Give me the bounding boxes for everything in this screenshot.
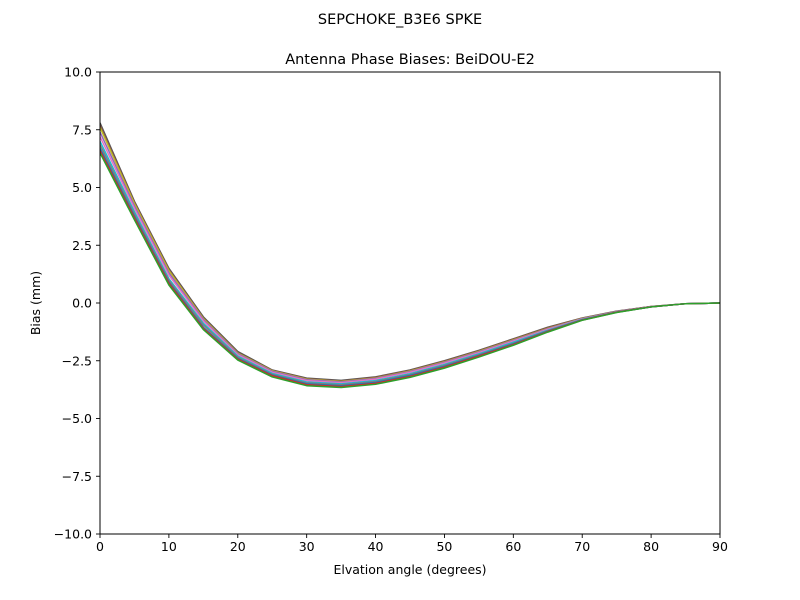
y-tick-label: 10.0 [64, 65, 92, 80]
x-tick-label: 30 [299, 539, 315, 554]
x-tick-label: 10 [161, 539, 177, 554]
chart-title: Antenna Phase Biases: BeiDOU-E2 [285, 52, 535, 68]
series-lines [100, 122, 720, 389]
x-tick-label: 80 [643, 539, 659, 554]
plot-area: 0 10 20 30 40 50 60 70 80 90 −10.0 −7.5 −5.0 −2.5 0.0… [54, 65, 728, 555]
series-line-7 [100, 144, 720, 386]
series-line-8 [100, 147, 720, 387]
x-tick-label: 60 [505, 539, 521, 554]
y-tick-label: 7.5 [72, 122, 92, 137]
x-tick-label: 90 [712, 539, 728, 554]
y-tick-label: 5.0 [72, 180, 92, 195]
x-tick-label: 20 [230, 539, 246, 554]
y-tick-label: −10.0 [54, 527, 92, 542]
x-axis-label: Elvation angle (degrees) [333, 562, 486, 577]
series-line-9 [100, 150, 720, 388]
y-tick-label: 2.5 [72, 238, 92, 253]
series-line-3 [100, 127, 720, 383]
x-tick-label: 40 [368, 539, 384, 554]
x-axis-ticks: 0 10 20 30 40 50 60 70 80 90 [96, 534, 728, 554]
y-axis-label: Bias (mm) [28, 271, 43, 335]
x-tick-label: 70 [574, 539, 590, 554]
y-tick-label: −2.5 [62, 353, 92, 368]
y-axis-ticks: −10.0 −7.5 −5.0 −2.5 0.0 2.5 5.0 7.5 10.0 [54, 65, 100, 542]
series-line-1 [100, 122, 720, 382]
x-tick-label: 0 [96, 539, 104, 554]
y-tick-label: −5.0 [62, 411, 92, 426]
y-tick-label: −7.5 [62, 469, 92, 484]
series-line-2 [100, 124, 720, 382]
series-line-5 [100, 136, 720, 384]
y-tick-label: 0.0 [72, 296, 92, 311]
series-line-4 [100, 131, 720, 383]
series-line-6 [100, 140, 720, 385]
x-tick-label: 50 [436, 539, 452, 554]
series-line-10 [100, 152, 720, 389]
figure-suptitle: SEPCHOKE_B3E6 SPKE [318, 12, 482, 28]
